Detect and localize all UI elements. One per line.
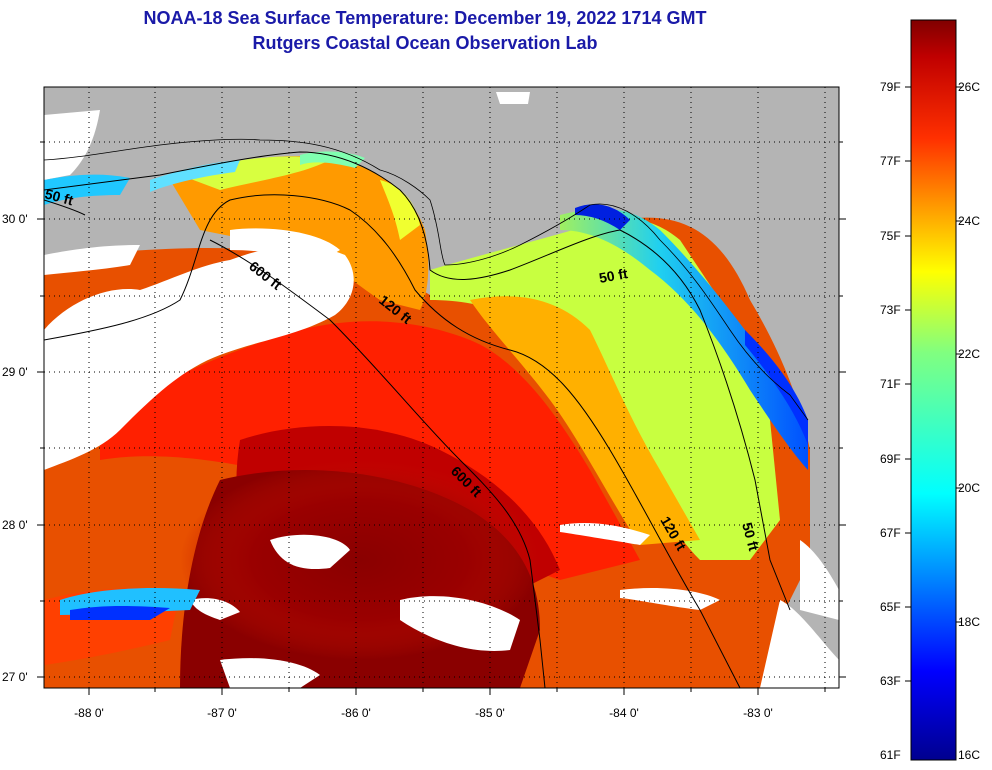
map-frame xyxy=(43,86,840,689)
map-title: NOAA-18 Sea Surface Temperature: Decembe… xyxy=(143,8,707,28)
colorbar-f-65: 65F xyxy=(880,600,901,614)
grid-lines xyxy=(44,87,839,688)
lon-label-86: -86 0' xyxy=(341,706,371,720)
axis-ticks xyxy=(37,141,846,695)
lat-label-30: 30 0' xyxy=(2,212,28,226)
colorbar-f-69: 69F xyxy=(880,452,901,466)
colorbar-f-79: 79F xyxy=(880,80,901,94)
colorbar-c-20: 20C xyxy=(958,481,980,495)
colorbar-c-18: 18C xyxy=(958,615,980,629)
colorbar xyxy=(910,19,957,761)
colorbar-f-75: 75F xyxy=(880,229,901,243)
map-subtitle: Rutgers Coastal Ocean Observation Lab xyxy=(252,33,598,53)
colorbar-f-61: 61F xyxy=(880,748,901,762)
sst-field: 50 ft 600 ft 120 ft 50 ft 600 ft 120 ft … xyxy=(43,87,839,688)
contour-label-50ft-east: 50 ft xyxy=(598,265,629,286)
colorbar-ticks xyxy=(905,86,962,682)
lon-label-88: -88 0' xyxy=(74,706,104,720)
colorbar-c-26: 26C xyxy=(958,80,980,94)
lon-label-85: -85 0' xyxy=(475,706,505,720)
contour-label-50ft-south: 50 ft xyxy=(739,521,762,553)
lon-label-87: -87 0' xyxy=(207,706,237,720)
colorbar-f-67: 67F xyxy=(880,526,901,540)
lat-label-27: 27 0' xyxy=(2,670,28,684)
colorbar-c-22: 22C xyxy=(958,347,980,361)
lat-label-28: 28 0' xyxy=(2,518,28,532)
contour-label-50ft-west: 50 ft xyxy=(43,185,75,208)
colorbar-f-73: 73F xyxy=(880,303,901,317)
colorbar-c-16: 16C xyxy=(958,748,980,762)
lat-label-29: 29 0' xyxy=(2,365,28,379)
lon-label-84: -84 0' xyxy=(609,706,639,720)
colorbar-c-24: 24C xyxy=(958,214,980,228)
colorbar-f-77: 77F xyxy=(880,154,901,168)
colorbar-f-63: 63F xyxy=(880,674,901,688)
colorbar-f-71: 71F xyxy=(880,377,901,391)
lon-label-83: -83 0' xyxy=(743,706,773,720)
